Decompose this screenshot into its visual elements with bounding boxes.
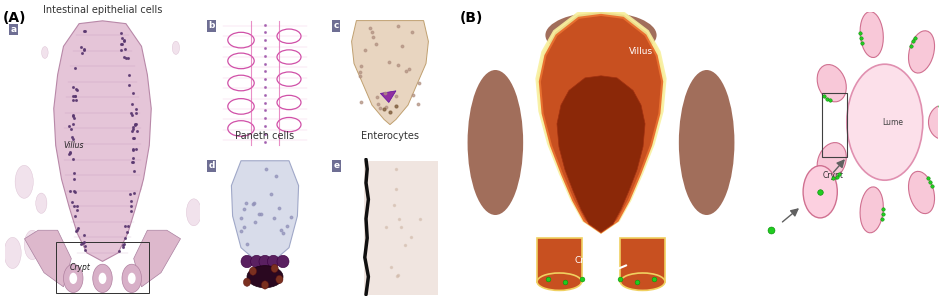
Ellipse shape (172, 41, 180, 54)
Text: a: a (11, 25, 17, 34)
Text: b: b (208, 21, 215, 30)
Ellipse shape (60, 253, 68, 266)
Ellipse shape (187, 199, 202, 226)
Polygon shape (537, 10, 665, 232)
Text: d: d (208, 161, 215, 170)
Text: Lumen: Lumen (479, 24, 526, 37)
Ellipse shape (860, 187, 884, 233)
Ellipse shape (103, 169, 118, 196)
Text: (B): (B) (460, 11, 483, 25)
Ellipse shape (277, 118, 301, 132)
Ellipse shape (277, 50, 301, 64)
Text: c: c (333, 21, 339, 30)
Ellipse shape (259, 255, 271, 268)
Ellipse shape (83, 91, 89, 103)
Text: Villus: Villus (629, 47, 653, 56)
Ellipse shape (271, 264, 278, 273)
Ellipse shape (128, 273, 136, 284)
Ellipse shape (122, 264, 141, 293)
Ellipse shape (277, 29, 301, 43)
Ellipse shape (228, 53, 254, 69)
Ellipse shape (817, 142, 846, 180)
Polygon shape (557, 76, 645, 232)
Ellipse shape (276, 275, 283, 284)
Ellipse shape (92, 264, 112, 293)
Ellipse shape (63, 264, 83, 293)
Polygon shape (232, 161, 299, 268)
Polygon shape (54, 21, 152, 261)
Circle shape (804, 166, 837, 218)
Text: Crypt: Crypt (70, 262, 90, 271)
Polygon shape (537, 238, 581, 282)
Ellipse shape (228, 75, 254, 91)
Ellipse shape (241, 255, 253, 268)
Text: Villus: Villus (63, 141, 84, 150)
Ellipse shape (228, 99, 254, 114)
Ellipse shape (277, 95, 301, 110)
Ellipse shape (104, 96, 114, 115)
Ellipse shape (41, 47, 48, 58)
Ellipse shape (277, 72, 301, 86)
Ellipse shape (621, 273, 665, 290)
Ellipse shape (467, 70, 523, 215)
Ellipse shape (545, 12, 657, 58)
Text: Lume: Lume (882, 118, 902, 127)
Ellipse shape (679, 70, 735, 215)
Ellipse shape (228, 121, 254, 136)
Ellipse shape (99, 273, 106, 284)
Polygon shape (351, 21, 429, 125)
Ellipse shape (537, 273, 581, 290)
Ellipse shape (36, 193, 47, 213)
Polygon shape (381, 91, 396, 103)
Ellipse shape (860, 12, 884, 57)
Text: (A): (A) (3, 11, 26, 25)
Ellipse shape (929, 105, 942, 140)
Ellipse shape (70, 273, 77, 284)
Ellipse shape (15, 165, 33, 198)
Ellipse shape (251, 255, 263, 268)
Ellipse shape (277, 255, 289, 268)
Ellipse shape (228, 32, 254, 48)
Bar (822, 93, 847, 157)
Ellipse shape (24, 230, 41, 260)
Ellipse shape (908, 31, 934, 73)
Polygon shape (134, 230, 181, 287)
Circle shape (847, 64, 923, 180)
Text: Crypt: Crypt (575, 256, 599, 265)
Ellipse shape (268, 255, 280, 268)
Text: Paneth cells: Paneth cells (236, 131, 295, 141)
Polygon shape (540, 15, 662, 232)
Ellipse shape (908, 171, 934, 214)
Ellipse shape (250, 267, 256, 275)
Text: Intestinal epithelial cells: Intestinal epithelial cells (42, 5, 162, 15)
Text: Enterocytes: Enterocytes (361, 131, 419, 141)
Ellipse shape (261, 281, 268, 289)
Polygon shape (621, 238, 665, 282)
Ellipse shape (129, 171, 142, 195)
Text: e: e (333, 161, 340, 170)
Ellipse shape (247, 266, 283, 288)
Polygon shape (364, 161, 438, 295)
Ellipse shape (4, 237, 22, 269)
Bar (56, 242, 149, 293)
Text: Crypt: Crypt (823, 172, 844, 181)
Ellipse shape (243, 278, 251, 286)
Ellipse shape (817, 64, 846, 102)
Polygon shape (24, 230, 72, 287)
